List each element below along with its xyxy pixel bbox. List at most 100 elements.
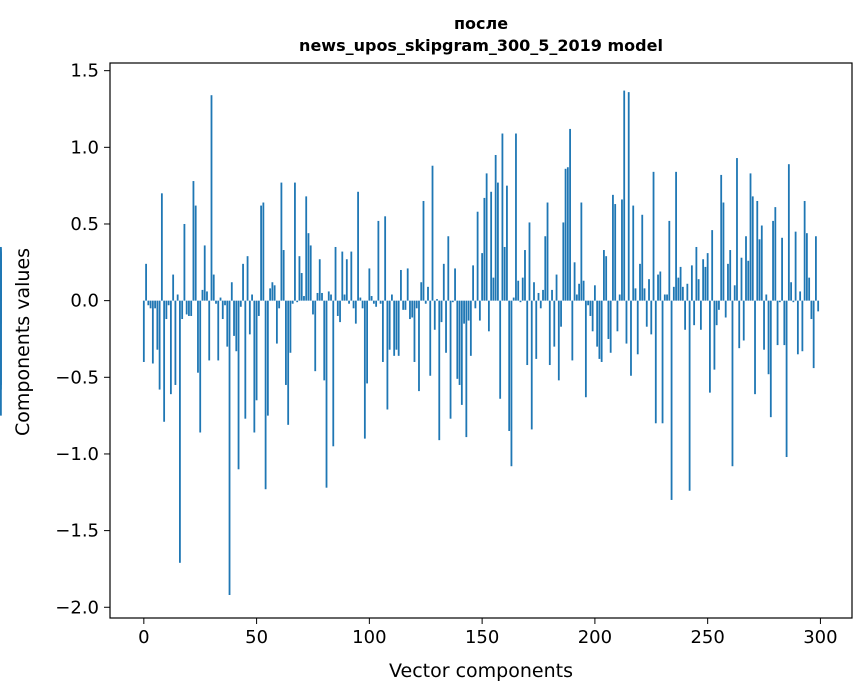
bar-233 <box>668 220 671 301</box>
bar-70 <box>300 273 303 301</box>
bar-10 <box>165 300 168 320</box>
bar-297 <box>812 300 815 369</box>
bar-246 <box>697 279 700 301</box>
bar-272 <box>756 200 759 301</box>
bar-140 <box>458 300 461 385</box>
y-tick-label: −1.0 <box>55 444 99 465</box>
bar-293 <box>803 200 806 301</box>
bar-131 <box>438 300 441 441</box>
bar-153 <box>487 300 490 332</box>
y-tick-label: 1.5 <box>70 61 99 82</box>
bar-231 <box>663 294 666 301</box>
bar-52 <box>260 205 262 301</box>
bars-group <box>0 90 820 595</box>
bar-139 <box>456 300 459 379</box>
y-tick-label: −2.0 <box>55 597 99 618</box>
bar-undefined <box>0 300 2 385</box>
bar-43 <box>239 300 242 307</box>
bar-247 <box>699 300 702 330</box>
bar-184 <box>557 300 560 381</box>
bar-115 <box>402 300 405 310</box>
bar-191 <box>573 262 576 301</box>
bar-121 <box>415 300 418 309</box>
bar-254 <box>715 300 718 326</box>
bar-217 <box>632 205 635 301</box>
bar-216 <box>630 300 632 376</box>
bar-249 <box>704 266 707 301</box>
bar-86 <box>336 300 339 316</box>
bar-199 <box>591 300 594 332</box>
bar-106 <box>381 300 384 362</box>
bar-119 <box>411 300 414 318</box>
bar-46 <box>246 256 249 301</box>
bar-291 <box>799 291 802 301</box>
bar-219 <box>636 300 639 355</box>
bar-79 <box>321 292 323 301</box>
bar-166 <box>517 280 520 301</box>
bar-123 <box>420 282 423 301</box>
bar-275 <box>763 300 765 350</box>
bar-222 <box>643 288 646 301</box>
x-tick-label: 250 <box>690 627 724 648</box>
bar-227 <box>654 300 657 424</box>
bar-207 <box>609 300 612 353</box>
bar-195 <box>582 280 585 301</box>
bar-150 <box>481 253 484 301</box>
bar-111 <box>393 300 396 356</box>
chart-title-line-2: news_upos_skipgram_300_5_2019 model <box>299 36 663 55</box>
bar-143 <box>465 300 468 438</box>
bar-98 <box>363 300 366 439</box>
bar-undefined <box>0 279 2 301</box>
bar-215 <box>627 92 630 301</box>
bar-42 <box>237 300 240 470</box>
bar-180 <box>548 300 551 366</box>
bar-0 <box>142 300 145 362</box>
bar-51 <box>257 300 260 316</box>
bar-87 <box>339 300 341 323</box>
bar-112 <box>395 300 398 350</box>
bar-73 <box>307 233 310 301</box>
bar-170 <box>526 300 529 366</box>
bar-89 <box>343 294 346 301</box>
bar-259 <box>727 263 729 301</box>
bar-252 <box>711 230 714 301</box>
bar-31 <box>212 274 215 301</box>
bar-209 <box>614 204 617 301</box>
bar-280 <box>774 207 777 301</box>
bar-92 <box>350 251 353 301</box>
bar-269 <box>749 173 752 301</box>
bar-161 <box>506 185 508 301</box>
bar-129 <box>433 300 436 330</box>
bar-286 <box>787 164 790 301</box>
bar-105 <box>379 300 382 304</box>
bar-228 <box>657 274 659 301</box>
bar-172 <box>530 300 533 430</box>
bar-124 <box>422 200 425 301</box>
bar-108 <box>386 300 389 410</box>
bar-28 <box>206 291 208 301</box>
bar-243 <box>690 265 693 301</box>
bar-90 <box>345 259 348 301</box>
bar-268 <box>747 260 750 301</box>
bar-264 <box>738 300 741 349</box>
bar-177 <box>542 289 544 301</box>
bar-141 <box>460 300 463 405</box>
bar-100 <box>368 268 371 301</box>
bar-125 <box>424 300 427 304</box>
bar-257 <box>722 202 725 301</box>
bar-5 <box>154 300 156 309</box>
bar-188 <box>566 167 569 301</box>
x-axis-label: Vector components <box>389 660 573 682</box>
bar-82 <box>327 291 330 301</box>
bar-267 <box>745 236 747 301</box>
bar-64 <box>287 300 290 425</box>
bar-96 <box>359 297 362 301</box>
bar-271 <box>754 300 756 395</box>
bar-174 <box>535 300 538 359</box>
bar-156 <box>494 154 497 301</box>
bar-214 <box>625 300 628 344</box>
bar-278 <box>769 300 772 418</box>
bar-232 <box>666 294 668 301</box>
bar-85 <box>334 246 337 301</box>
